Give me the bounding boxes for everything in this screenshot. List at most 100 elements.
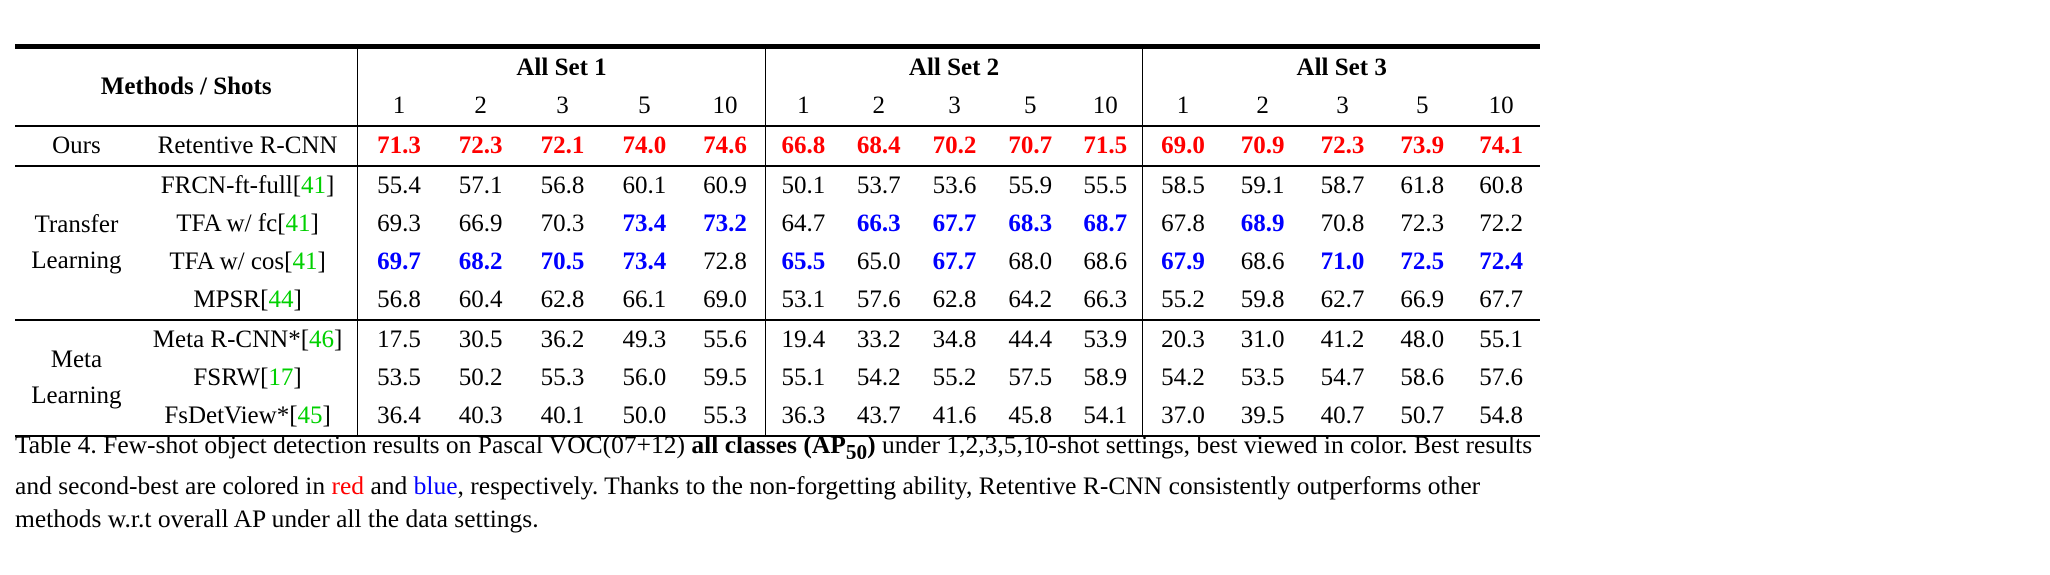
ap-value-cell: 71.5 [1068, 125, 1143, 166]
caption-bold: all classes (AP50) [691, 430, 876, 464]
ap-value-cell: 57.5 [1008, 364, 1053, 391]
caption-red-word: red [331, 471, 365, 501]
citation-link[interactable]: 41 [285, 210, 311, 237]
ap-value-cell: 65.5 [764, 243, 841, 281]
ap-value-cell: 43.7 [840, 397, 917, 437]
ap-value-cell: 62.7 [1320, 286, 1365, 313]
ap-value-cell: 54.2 [1142, 359, 1223, 397]
ap-value-cell: 67.8 [1142, 205, 1223, 243]
ap-value-cell: 67.7 [932, 210, 977, 237]
ap-value-cell: 50.2 [458, 364, 503, 391]
citation-link[interactable]: 45 [297, 402, 323, 429]
ap-value-cell: 40.1 [521, 397, 604, 437]
ap-value-cell: 17.5 [357, 319, 440, 359]
set-2-header: All Set 2 [764, 44, 1143, 87]
ap-value-cell: 56.8 [521, 165, 604, 205]
citation-link[interactable]: 41 [301, 172, 327, 199]
table-row: MPSR[44] 56.8 60.4 62.8 66.1 69.0 53.1 57.6 62.8… [15, 281, 1540, 320]
ap-value-cell: 68.3 [1008, 210, 1053, 237]
ap-value-cell: 72.5 [1400, 248, 1445, 275]
ap-value-cell: 72.3 [1302, 125, 1383, 166]
ap-value-cell: 68.2 [458, 248, 503, 275]
methods-shots-header: Methods / Shots [15, 44, 358, 126]
shot-header: 5 [1416, 92, 1429, 119]
ap-value-cell: 66.8 [764, 125, 841, 166]
table-row: TFA w/ cos[41] 69.7 68.2 70.5 73.4 72.8 65.5 65… [15, 243, 1540, 281]
method-name-text: Meta R-CNN*[ [152, 326, 310, 353]
method-name: FsDetView*[45] [137, 397, 358, 437]
shot-header: 10 [1488, 92, 1514, 119]
method-name: FRCN-ft-full[41] [137, 165, 358, 205]
table-row: FsDetView*[45] 36.4 40.3 40.1 50.0 55.3 36.3 43… [15, 397, 1540, 437]
ap-value-cell: 66.9 [458, 210, 503, 237]
ap-value-cell: 53.6 [916, 165, 993, 205]
shot-header: 1 [357, 87, 440, 126]
ap-value-cell: 70.7 [992, 125, 1069, 166]
shot-header: 1 [764, 87, 841, 126]
ap-value-cell: 53.1 [764, 281, 841, 320]
ap-value-cell: 70.2 [916, 125, 993, 166]
ap-value-cell: 53.5 [357, 359, 440, 397]
ap-value-cell: 72.2 [1479, 210, 1523, 237]
ap-value-cell: 60.4 [458, 286, 503, 313]
shot-header: 10 [712, 92, 738, 119]
ap-value-cell: 54.8 [1462, 397, 1540, 437]
group-label-line: Meta [50, 346, 103, 373]
ap-value-cell: 59.5 [703, 364, 747, 391]
ap-value-cell: 72.1 [521, 125, 604, 166]
caption-bold-end: ) [867, 430, 876, 459]
ap-value-cell: 73.2 [703, 210, 747, 237]
ap-value-cell: 72.4 [1479, 248, 1523, 275]
ap-value-cell: 30.5 [439, 319, 522, 359]
citation-link[interactable]: 44 [268, 286, 294, 313]
ap-value-cell: 74.0 [603, 125, 686, 166]
table-caption: Table 4. Few-shot object detection resul… [15, 428, 1545, 535]
results-table-container: Methods / Shots All Set 1 All Set 2 All … [15, 44, 1540, 437]
ap-value-cell: 62.8 [540, 286, 585, 313]
shot-header: 3 [948, 92, 961, 119]
shot-header: 3 [1336, 92, 1349, 119]
ap-value-cell: 64.7 [764, 205, 841, 243]
ap-value-cell: 70.9 [1222, 125, 1303, 166]
ap-value-cell: 73.4 [622, 248, 667, 275]
ap-value-cell: 57.6 [1479, 364, 1523, 391]
citation-link[interactable]: 17 [268, 364, 294, 391]
citation-link[interactable]: 41 [292, 248, 318, 275]
caption-subscript: 50 [845, 440, 868, 465]
group-label: Transfer Learning [15, 165, 138, 320]
table-row: Meta Learning Meta R-CNN*[46] 17.5 30.5 36.2 4… [15, 319, 1540, 437]
ap-value-cell: 40.3 [439, 397, 522, 437]
method-name: FSRW[17] [193, 364, 302, 391]
ap-value-cell: 64.2 [1008, 286, 1053, 313]
ap-value-cell: 55.1 [1462, 319, 1540, 359]
citation-link[interactable]: 46 [309, 326, 335, 353]
method-name-text: FRCN-ft-full[ [160, 172, 302, 199]
ap-value-cell: 57.1 [439, 165, 522, 205]
ap-value-cell: 55.2 [1142, 281, 1223, 320]
ap-value-cell: 36.3 [764, 397, 841, 437]
ap-value-cell: 40.7 [1302, 397, 1383, 437]
ap-value-cell: 68.0 [1008, 248, 1053, 275]
method-name-text: TFA w/ cos[ [169, 248, 293, 275]
shot-header: 3 [556, 92, 569, 119]
ap-value-cell: 68.9 [1240, 210, 1285, 237]
ap-value-cell: 54.2 [856, 364, 901, 391]
shot-header: 5 [638, 92, 651, 119]
ap-value-cell: 53.7 [840, 165, 917, 205]
method-name: Meta R-CNN*[46] [137, 319, 358, 359]
shot-header: 2 [474, 92, 487, 119]
ap-value-cell: 33.2 [840, 319, 917, 359]
ap-value-cell: 20.3 [1142, 319, 1223, 359]
shot-header: 10 [1092, 92, 1118, 119]
method-name-text: FsDetView*[ [164, 402, 298, 429]
ap-value-cell: 58.5 [1142, 165, 1223, 205]
ap-value-cell: 73.4 [622, 210, 667, 237]
ap-value-cell: 68.6 [1240, 248, 1285, 275]
caption-text: , respectively. Thanks to the non-forget… [15, 471, 1481, 534]
header-row-shots: 1 2 3 5 10 1 2 3 5 10 1 2 3 5 10 [15, 87, 1540, 126]
ap-value-cell: 41.6 [916, 397, 993, 437]
shot-header: 1 [1142, 87, 1223, 126]
ap-value-cell: 41.2 [1302, 319, 1383, 359]
table-row: Transfer Learning FRCN-ft-full[41] 55.4 57.1… [15, 165, 1540, 320]
ap-value-cell: 66.9 [1400, 286, 1445, 313]
